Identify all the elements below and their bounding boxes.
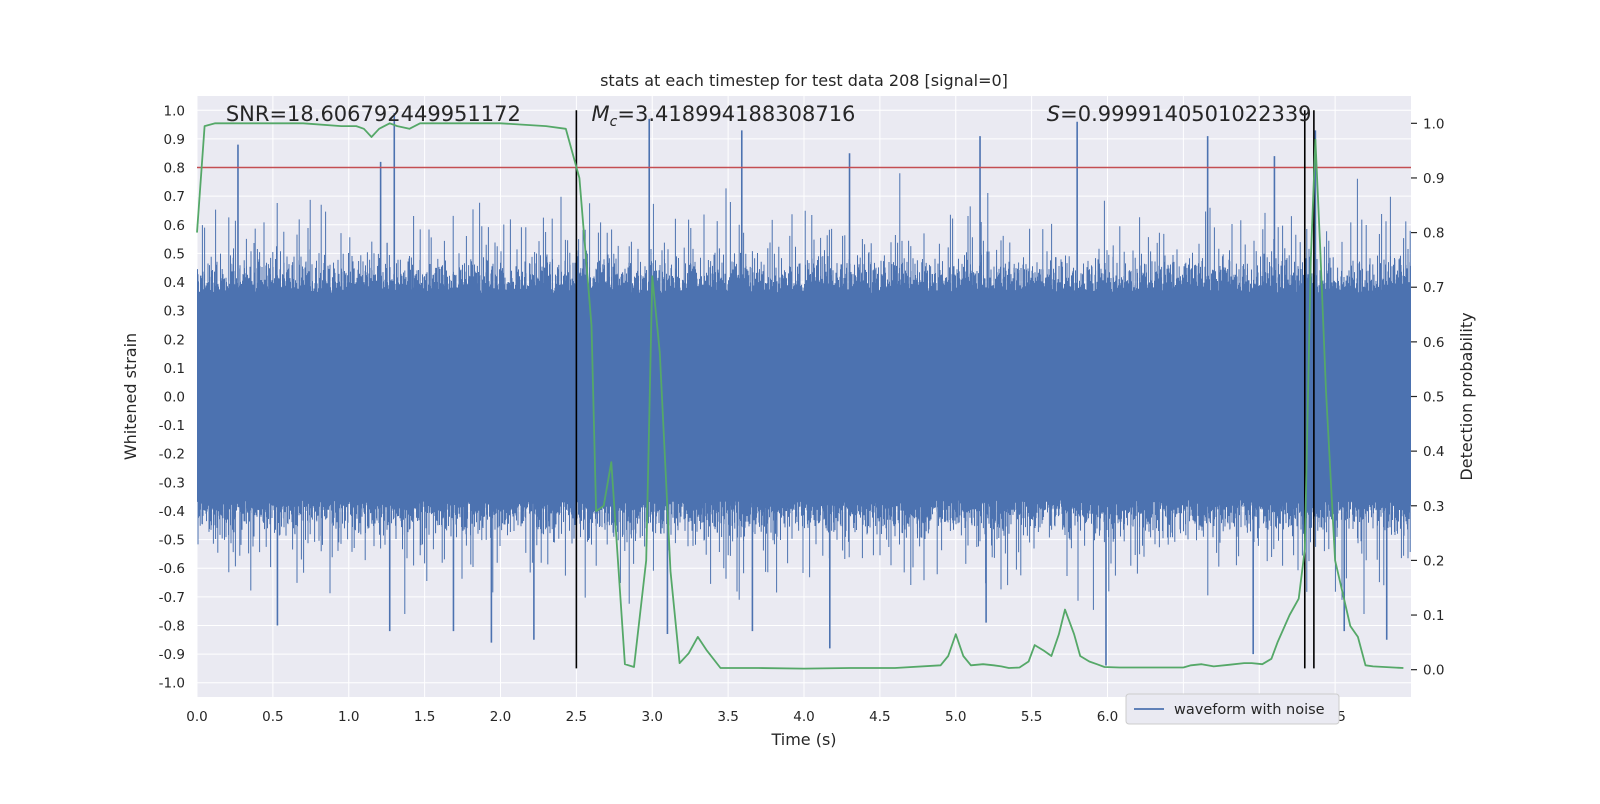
legend: waveform with noise (1125, 693, 1340, 725)
y-left-tick-label: 0.9 (164, 132, 185, 148)
x-tick-label: 1.0 (338, 709, 359, 725)
y-left-tick-label: -0.3 (159, 475, 185, 491)
y-right-tick-label: 0.8 (1423, 226, 1444, 242)
y-left-tick-label: 1.0 (164, 103, 185, 119)
score-symbol: S (1047, 102, 1060, 126)
y-right-tick-label: 0.0 (1423, 663, 1444, 679)
y-left-tick-label: -0.2 (159, 447, 185, 463)
y-axis-right-label: Detection probability (1457, 312, 1476, 480)
waveform-series (197, 113, 1411, 666)
score-annotation: S=0.9999140501022339 (1047, 102, 1312, 126)
x-tick-label: 6.0 (1097, 709, 1118, 725)
y-left-tick-label: -0.9 (159, 647, 185, 663)
y-axis-left-label: Whitened strain (121, 333, 140, 460)
y-left-tick-label: -0.6 (159, 561, 185, 577)
y-left-tick-label: 0.5 (164, 246, 185, 262)
overlay-lines (197, 110, 1411, 669)
y-right-tick-label: 0.5 (1423, 390, 1444, 406)
y-right-tick-label: 0.6 (1423, 335, 1444, 351)
x-tick-label: 5.0 (945, 709, 966, 725)
y-left-tick-label: 0.1 (164, 361, 185, 377)
y-left-tick-label: 0.7 (164, 189, 185, 205)
x-axis-label: Time (s) (770, 730, 836, 749)
y-left-tick-label: 0.6 (164, 218, 185, 234)
y-right-tick-label: 0.1 (1423, 608, 1444, 624)
y-left-tick-label: -0.8 (159, 618, 185, 634)
x-tick-label: 0.0 (186, 709, 207, 725)
x-tick-label: 3.5 (717, 709, 738, 725)
y-right-tick-label: 0.3 (1423, 499, 1444, 515)
legend-label-waveform: waveform with noise (1174, 702, 1325, 718)
chirp-mass-symbol: M (592, 102, 610, 126)
x-tick-label: 5.5 (1021, 709, 1042, 725)
x-tick-label: 1.5 (414, 709, 435, 725)
x-tick-label: 2.5 (566, 709, 587, 725)
y-left-tick-label: 0.3 (164, 304, 185, 320)
probability-line (196, 122, 1404, 670)
y-left-tick-label: -0.1 (159, 418, 185, 434)
chirp-mass-annotation: Mc=3.418994188308716 (592, 102, 856, 130)
score-value: =0.9999140501022339 (1060, 102, 1311, 126)
y-left-tick-label: 0.8 (164, 161, 185, 177)
y-left-tick-label: -0.4 (159, 504, 185, 520)
x-tick-label: 2.0 (490, 709, 511, 725)
x-tick-label: 0.5 (262, 709, 283, 725)
y-left-tick-label: 0.2 (164, 332, 185, 348)
y-right-tick-label: 0.4 (1423, 444, 1444, 460)
y-left-tick-label: -0.7 (159, 590, 185, 606)
axes: 0.00.51.01.52.02.53.03.54.04.55.05.56.06… (159, 103, 1445, 725)
x-tick-label: 3.0 (642, 709, 663, 725)
probability-series (196, 122, 1404, 670)
chirp-mass-subscript: c (610, 114, 618, 130)
y-left-tick-label: -1.0 (159, 676, 185, 692)
y-right-tick-label: 0.2 (1423, 553, 1444, 569)
y-left-tick-label: 0.4 (164, 275, 185, 291)
chirp-mass-value: =3.418994188308716 (617, 102, 855, 126)
snr-annotation: SNR=18.606792449951172 (226, 102, 521, 126)
y-left-tick-label: 0.0 (164, 390, 185, 406)
x-tick-label: 4.5 (869, 709, 890, 725)
y-right-tick-label: 0.9 (1423, 171, 1444, 187)
chart-title: stats at each timestep for test data 208… (600, 71, 1008, 90)
legend-box (1125, 693, 1340, 725)
y-right-tick-label: 1.0 (1423, 116, 1444, 132)
y-right-tick-label: 0.7 (1423, 280, 1444, 296)
x-tick-label: 4.0 (793, 709, 814, 725)
y-left-tick-label: -0.5 (159, 533, 185, 549)
